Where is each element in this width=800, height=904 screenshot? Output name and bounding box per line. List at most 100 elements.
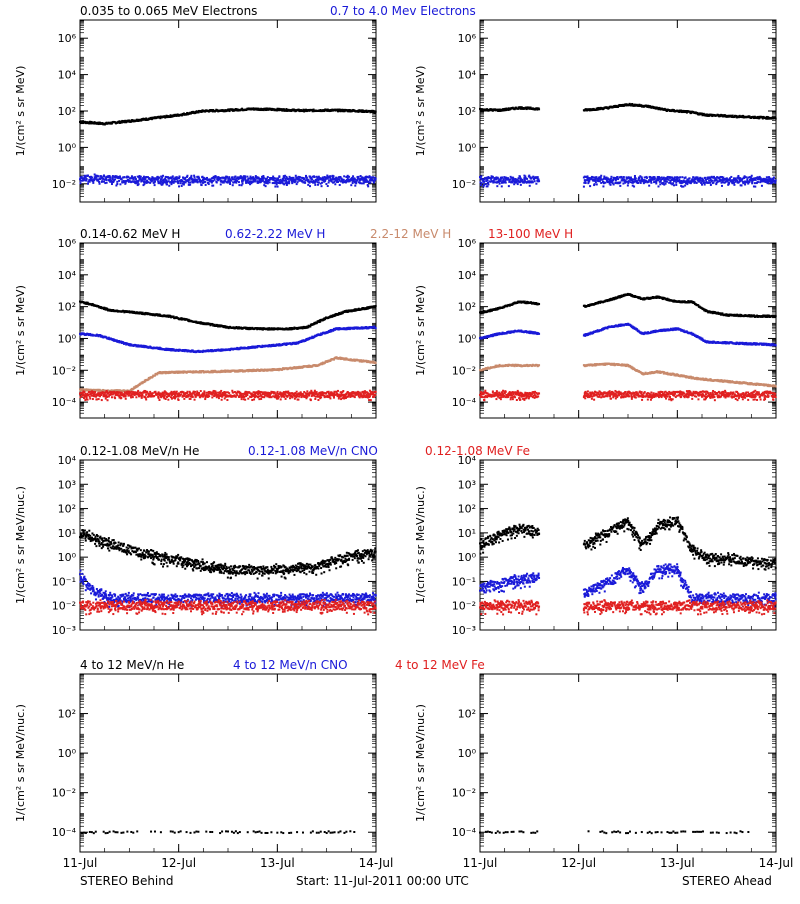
data-point: [194, 176, 196, 178]
data-point: [585, 182, 587, 184]
data-point: [696, 182, 698, 184]
data-point: [708, 180, 710, 182]
data-point: [205, 184, 207, 186]
data-point: [343, 179, 345, 181]
data-point: [323, 178, 325, 180]
data-point: [751, 175, 753, 177]
data-point: [305, 175, 307, 177]
data-point: [98, 175, 100, 177]
data-point: [216, 181, 218, 183]
data-point: [716, 179, 718, 181]
data-point: [483, 184, 485, 186]
data-point: [276, 183, 278, 185]
data-point: [616, 176, 618, 178]
data-point: [363, 177, 365, 179]
series-0-035-to-0-065-mev-electrons: [79, 107, 377, 125]
data-point: [501, 185, 503, 187]
data-point: [366, 176, 368, 178]
data-point: [622, 183, 624, 185]
data-point: [646, 177, 648, 179]
data-point: [242, 180, 244, 182]
data-point: [244, 175, 246, 177]
data-point: [501, 176, 503, 178]
data-point: [309, 185, 311, 187]
data-point: [132, 178, 134, 180]
data-point: [584, 179, 586, 181]
y-tick-label: 10²: [458, 105, 476, 118]
data-point: [288, 182, 290, 184]
y-tick-label: 10⁶: [458, 32, 477, 45]
data-point: [761, 185, 763, 187]
series-0-035-to-0-065-mev-electrons: [479, 103, 777, 120]
data-point: [91, 177, 93, 179]
data-point: [168, 185, 170, 187]
y-tick-label: 10⁴: [458, 69, 477, 82]
data-point: [751, 182, 753, 184]
data-point: [633, 185, 635, 187]
data-point: [254, 179, 256, 181]
data-point: [184, 177, 186, 179]
data-point: [520, 178, 522, 180]
data-point: [361, 182, 363, 184]
data-point: [710, 184, 712, 186]
data-point: [747, 176, 749, 178]
data-point: [637, 182, 639, 184]
data-point: [263, 177, 265, 179]
data-point: [165, 176, 167, 178]
data-point: [355, 182, 357, 184]
data-point: [178, 185, 180, 187]
data-point: [286, 184, 288, 186]
data-point: [352, 175, 354, 177]
data-point: [304, 182, 306, 184]
data-point: [215, 176, 217, 178]
data-point: [687, 180, 689, 182]
data-point: [363, 181, 365, 183]
data-point: [602, 185, 604, 187]
data-point: [773, 176, 775, 178]
data-point: [650, 182, 652, 184]
y-tick-label: 10⁰: [58, 141, 77, 154]
data-point: [663, 177, 665, 179]
y-axis-label: 1/(cm² s sr MeV): [414, 66, 427, 157]
data-point: [238, 181, 240, 183]
data-point: [538, 108, 540, 110]
data-point: [619, 185, 621, 187]
data-point: [375, 111, 377, 113]
data-point: [503, 178, 505, 180]
data-point: [703, 179, 705, 181]
data-point: [494, 181, 496, 183]
data-point: [600, 177, 602, 179]
data-point: [775, 118, 777, 120]
data-point: [161, 177, 163, 179]
data-point: [704, 177, 706, 179]
data-point: [534, 180, 536, 182]
data-point: [172, 175, 174, 177]
data-point: [596, 183, 598, 185]
y-tick-label: 10⁰: [58, 332, 77, 345]
data-point: [325, 183, 327, 185]
data-point: [754, 186, 756, 188]
data-point: [267, 176, 269, 178]
data-point: [375, 305, 377, 307]
data-point: [154, 180, 156, 182]
data-point: [595, 181, 597, 183]
data-point: [638, 177, 640, 179]
data-point: [373, 182, 375, 184]
data-point: [678, 179, 680, 181]
y-axis-label: 1/(cm² s sr MeV): [14, 66, 27, 157]
data-point: [675, 184, 677, 186]
data-point: [313, 176, 315, 178]
data-point: [197, 181, 199, 183]
data-point: [532, 181, 534, 183]
data-point: [757, 181, 759, 183]
data-point: [354, 178, 356, 180]
data-point: [485, 183, 487, 185]
data-point: [754, 182, 756, 184]
series-2-2-12-mev-h: [79, 356, 377, 392]
data-point: [321, 185, 323, 187]
data-point: [480, 184, 482, 186]
data-point: [508, 185, 510, 187]
data-point: [87, 175, 89, 177]
data-point: [675, 182, 677, 184]
data-point: [92, 182, 94, 184]
